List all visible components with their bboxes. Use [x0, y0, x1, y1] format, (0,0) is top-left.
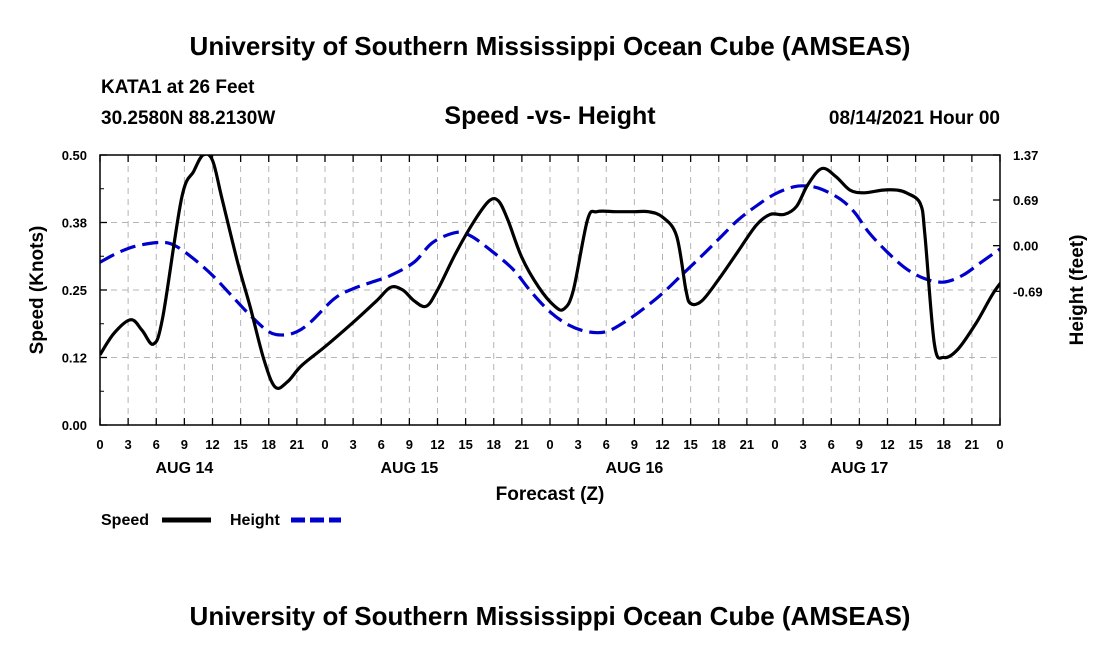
x-tick-label: 12 [430, 437, 444, 452]
x-tick-label: 21 [740, 437, 754, 452]
x-tick-label: 12 [205, 437, 219, 452]
chart-title: Speed -vs- Height [444, 102, 656, 130]
x-tick-label: 12 [880, 437, 894, 452]
x-day-label: AUG 14 [155, 460, 213, 477]
x-tick-label: 6 [153, 437, 160, 452]
x-day-label: AUG 15 [380, 460, 438, 477]
x-tick-label: 18 [262, 437, 276, 452]
y-right-tick-label: -0.69 [1013, 284, 1043, 299]
x-tick-label: 15 [908, 437, 922, 452]
x-tick-label: 0 [546, 437, 553, 452]
y-right-tick-label: 1.37 [1013, 148, 1038, 163]
x-tick-label: 6 [828, 437, 835, 452]
x-tick-label: 21 [290, 437, 304, 452]
x-tick-label: 9 [631, 437, 638, 452]
station-coords: 30.2580N 88.2130W [101, 108, 275, 129]
series-height-line [100, 184, 1000, 337]
y-axis-right-label: Height (feet) [1067, 235, 1088, 346]
legend-speed-label: Speed [101, 512, 149, 529]
series-layer [100, 155, 1000, 390]
station-label: KATA1 at 26 Feet [101, 77, 255, 98]
x-tick-label: 21 [515, 437, 529, 452]
x-tick-label: 3 [125, 437, 132, 452]
x-tick-label: 6 [603, 437, 610, 452]
x-tick-label: 18 [712, 437, 726, 452]
x-tick-label: 18 [487, 437, 501, 452]
series-speed-line [100, 155, 1000, 390]
bottom-title: University of Southern Mississippi Ocean… [190, 601, 911, 631]
x-tick-label: 9 [181, 437, 188, 452]
x-tick-label: 18 [937, 437, 951, 452]
x-tick-label: 3 [575, 437, 582, 452]
x-tick-label: 12 [655, 437, 669, 452]
x-tick-label: 0 [321, 437, 328, 452]
x-tick-label: 3 [800, 437, 807, 452]
x-tick-label: 15 [233, 437, 247, 452]
y-left-tick-label: 0.50 [62, 148, 87, 163]
legend-height-label: Height [230, 512, 280, 529]
y-left-tick-label: 0.12 [62, 351, 87, 366]
y-left-tick-label: 0.25 [62, 283, 87, 298]
y-axis-left-label: Speed (Knots) [27, 226, 48, 355]
legend: Speed Height [101, 512, 341, 529]
x-tick-label: 9 [406, 437, 413, 452]
grid-lines [100, 155, 1000, 425]
y-right-tick-label: 0.00 [1013, 239, 1038, 254]
x-tick-label: 6 [378, 437, 385, 452]
forecast-date: 08/14/2021 Hour 00 [829, 108, 1000, 129]
x-day-label: AUG 16 [605, 460, 663, 477]
y-left-tick-label: 0.38 [62, 216, 87, 231]
y-left-tick-label: 0.00 [62, 418, 87, 433]
x-axis-label: Forecast (Z) [496, 484, 605, 505]
x-tick-label: 0 [96, 437, 103, 452]
y-right-tick-label: 0.69 [1013, 193, 1038, 208]
x-tick-label: 0 [771, 437, 778, 452]
x-tick-label: 15 [683, 437, 697, 452]
x-tick-label: 21 [965, 437, 979, 452]
top-title: University of Southern Mississippi Ocean… [190, 31, 911, 61]
x-tick-label: 9 [856, 437, 863, 452]
x-day-label: AUG 17 [830, 460, 888, 477]
x-tick-label: 0 [996, 437, 1003, 452]
x-tick-label: 3 [350, 437, 357, 452]
tick-layer: 0 3 6 9 12 15 18 21 0 3 6 9 12 15 18 21 0 3 6 9 12 15 18 21 0 3 6 9… [62, 148, 1043, 477]
x-tick-label: 15 [458, 437, 472, 452]
